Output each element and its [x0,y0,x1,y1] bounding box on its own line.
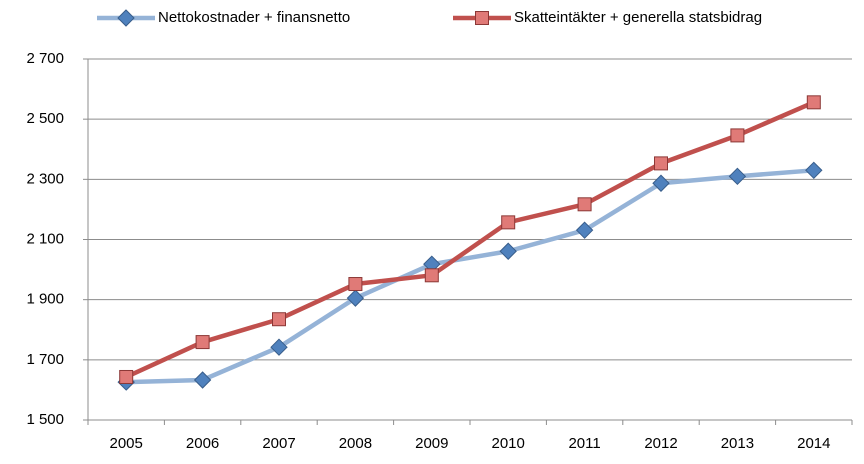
x-tick-label: 2013 [721,435,754,452]
marker [730,128,745,143]
y-tick-label: 1 900 [26,291,64,308]
marker [272,312,286,327]
marker [424,268,439,283]
marker [654,156,668,171]
marker [195,335,210,350]
x-tick-label: 2008 [339,435,372,452]
marker [117,9,135,27]
x-tick-label: 2009 [415,435,448,452]
x-tick-label: 2006 [186,435,219,452]
y-tick-label: 2 100 [26,230,64,247]
x-tick-label: 2014 [797,435,830,452]
x-tick-label: 2010 [492,435,525,452]
series-line [126,168,814,385]
x-tick-label: 2011 [568,435,600,452]
marker [806,95,821,110]
x-tick-label: 2005 [110,435,143,452]
y-tick-label: 2 700 [26,50,64,67]
y-tick-label: 2 500 [26,110,64,127]
series-line [125,100,815,380]
marker [652,174,670,192]
marker [346,289,365,307]
y-tick-label: 2 300 [26,170,64,187]
y-tick-label: 1 500 [26,411,64,428]
marker [499,242,517,260]
marker [270,338,288,356]
x-tick-label: 2007 [262,435,295,452]
x-tick-label: 2012 [644,435,677,452]
y-tick-label: 1 700 [26,351,64,368]
marker [348,277,363,292]
marker [193,371,212,389]
marker [475,11,489,25]
legend-label: Nettokostnader + finansnetto [158,9,350,26]
marker [728,167,747,186]
marker [119,369,134,384]
legend-label: Skatteintäkter + generella statsbidrag [514,9,762,26]
marker [501,215,516,230]
marker [577,197,592,212]
marker [805,161,823,180]
marker [575,221,594,239]
